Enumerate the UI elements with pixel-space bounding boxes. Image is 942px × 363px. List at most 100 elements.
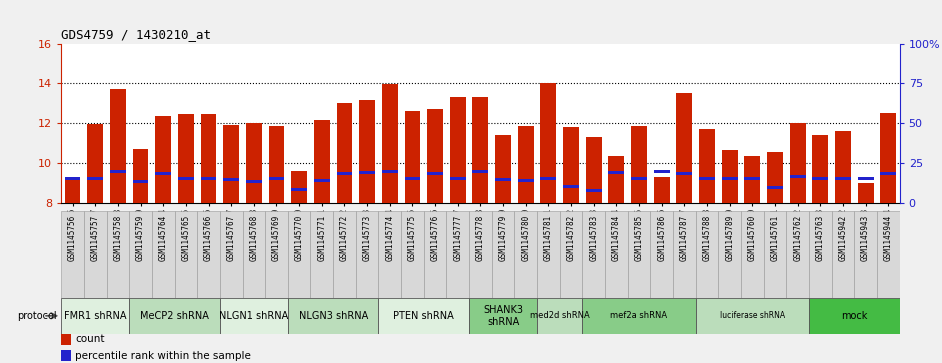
Bar <box>129 211 152 298</box>
Text: MeCP2 shRNA: MeCP2 shRNA <box>140 311 209 321</box>
Bar <box>404 177 420 180</box>
Bar <box>268 177 284 180</box>
Bar <box>744 177 760 180</box>
Bar <box>582 298 696 334</box>
Bar <box>722 150 738 203</box>
Bar <box>359 101 375 203</box>
Text: GSM1145784: GSM1145784 <box>612 215 621 261</box>
Bar <box>291 188 307 191</box>
Bar <box>129 298 219 334</box>
Bar <box>563 127 579 203</box>
Bar <box>787 211 809 298</box>
Bar <box>201 177 217 180</box>
Text: mef2a shRNA: mef2a shRNA <box>610 311 668 320</box>
Bar <box>495 135 511 203</box>
Bar <box>61 334 71 345</box>
Bar <box>518 126 534 203</box>
Bar <box>336 172 352 175</box>
Bar <box>854 211 877 298</box>
Text: GSM1145942: GSM1145942 <box>838 215 848 261</box>
Bar <box>197 211 219 298</box>
Bar <box>61 298 129 334</box>
Bar <box>246 180 262 183</box>
Bar <box>857 183 873 203</box>
Bar <box>809 211 832 298</box>
Bar <box>696 298 809 334</box>
Bar <box>631 126 647 203</box>
Text: GSM1145766: GSM1145766 <box>204 215 213 261</box>
Text: GDS4759 / 1430210_at: GDS4759 / 1430210_at <box>61 28 211 41</box>
Bar <box>110 89 126 203</box>
Text: GSM1145759: GSM1145759 <box>136 215 145 261</box>
Bar <box>767 186 783 189</box>
Bar <box>314 121 330 203</box>
Bar <box>832 211 854 298</box>
Bar <box>631 177 647 180</box>
Text: SHANK3
shRNA: SHANK3 shRNA <box>483 305 523 327</box>
Bar <box>379 298 469 334</box>
Text: GSM1145769: GSM1145769 <box>272 215 281 261</box>
Bar <box>359 171 375 174</box>
Bar <box>336 103 352 203</box>
Bar <box>582 211 605 298</box>
Text: GSM1145783: GSM1145783 <box>589 215 598 261</box>
Bar <box>201 114 217 203</box>
Bar <box>447 211 469 298</box>
Bar <box>609 156 625 203</box>
Bar <box>106 211 129 298</box>
Bar <box>268 126 284 203</box>
Text: luciferase shRNA: luciferase shRNA <box>720 311 785 320</box>
Bar <box>835 131 851 203</box>
Bar <box>379 211 401 298</box>
Text: GSM1145781: GSM1145781 <box>544 215 553 261</box>
Bar <box>789 175 805 178</box>
Text: GSM1145772: GSM1145772 <box>340 215 349 261</box>
Bar <box>424 211 447 298</box>
Bar <box>450 177 465 180</box>
Bar <box>654 170 670 173</box>
Bar <box>676 93 692 203</box>
Bar <box>427 110 443 203</box>
Bar <box>654 178 670 203</box>
Bar <box>427 172 443 175</box>
Text: GSM1145771: GSM1145771 <box>317 215 326 261</box>
Bar <box>401 211 424 298</box>
Bar <box>650 211 673 298</box>
Bar <box>835 177 851 180</box>
Bar <box>246 123 262 203</box>
Bar <box>133 150 149 203</box>
Bar <box>61 211 84 298</box>
Bar <box>219 211 242 298</box>
Bar <box>473 170 488 173</box>
Bar <box>152 211 174 298</box>
Text: mock: mock <box>841 311 868 321</box>
Bar <box>537 211 560 298</box>
Bar <box>382 85 398 203</box>
Bar <box>382 170 398 173</box>
Text: GSM1145768: GSM1145768 <box>250 215 258 261</box>
Text: GSM1145758: GSM1145758 <box>113 215 122 261</box>
Bar <box>767 152 783 203</box>
Bar <box>857 177 873 180</box>
Bar <box>699 177 715 180</box>
Bar <box>514 211 537 298</box>
Bar <box>809 298 900 334</box>
Bar <box>65 177 80 180</box>
Bar <box>741 211 764 298</box>
Bar <box>450 97 465 203</box>
Bar <box>881 113 896 203</box>
Bar <box>696 211 719 298</box>
Text: GSM1145765: GSM1145765 <box>182 215 190 261</box>
Bar <box>812 177 828 180</box>
Bar <box>242 211 265 298</box>
Bar <box>627 211 650 298</box>
Bar <box>719 211 741 298</box>
Text: NLGN1 shRNA: NLGN1 shRNA <box>219 311 288 321</box>
Bar <box>265 211 288 298</box>
Bar <box>764 211 787 298</box>
Bar <box>61 350 71 362</box>
Bar <box>178 114 194 203</box>
Bar <box>541 83 557 203</box>
Bar <box>812 135 828 203</box>
Bar <box>495 178 511 181</box>
